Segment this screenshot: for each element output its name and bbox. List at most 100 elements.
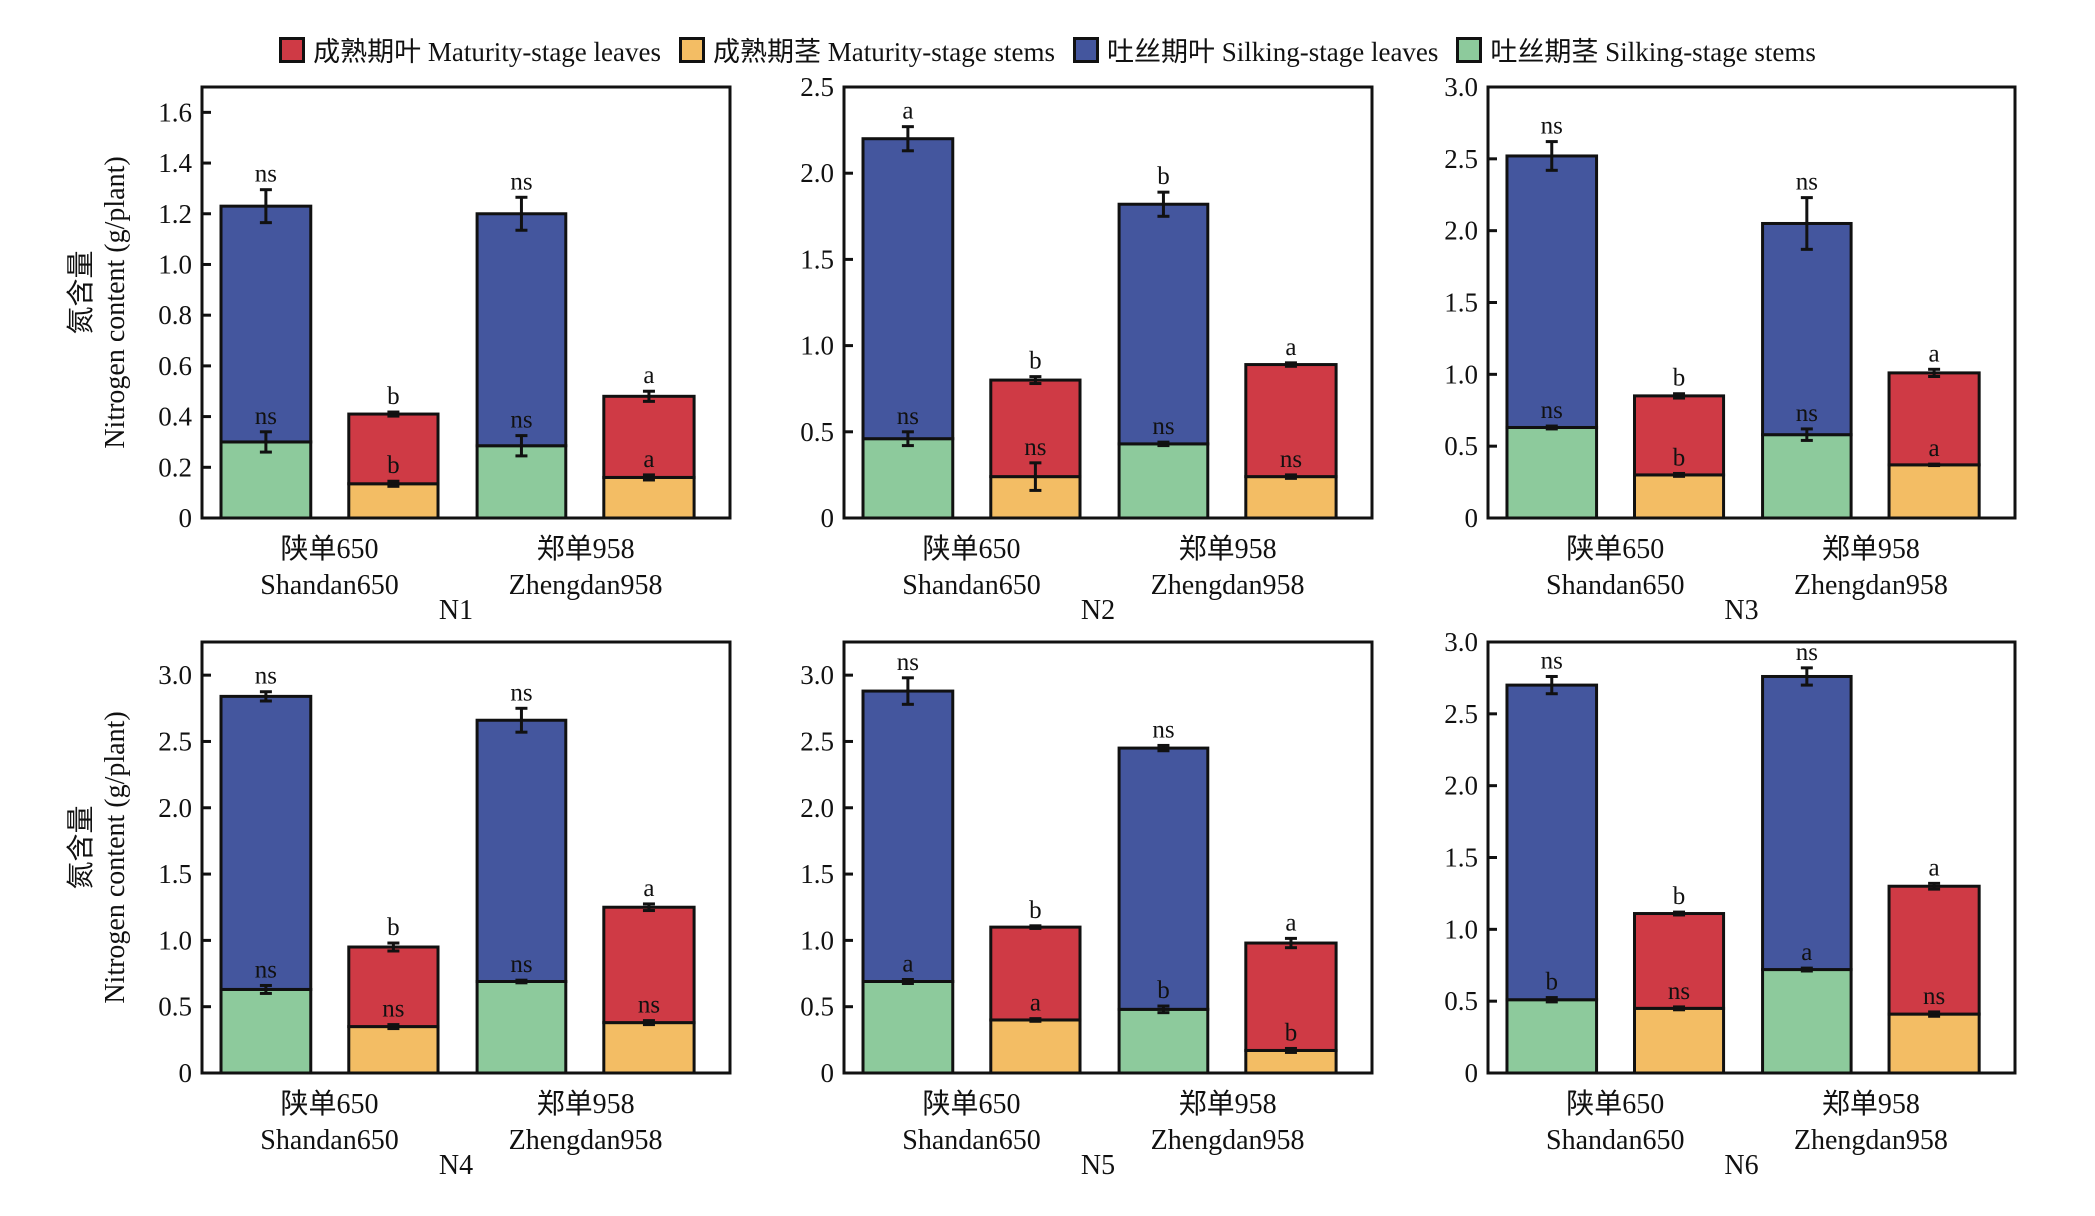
maturity-stems-bar — [1887, 463, 1981, 520]
maturity-stems-bar — [602, 1021, 696, 1075]
x-category-label-cn: 郑单958 — [537, 533, 635, 565]
legend-item-silking-leaves: 吐丝期叶 Silking-stage leaves — [1072, 30, 1439, 69]
silking-stems-bar — [475, 979, 568, 1075]
x-category-label-en: Zhengdan958 — [1151, 1125, 1305, 1156]
plot-frame — [200, 85, 732, 520]
maturity-leaves-bar — [1633, 394, 1726, 477]
significance-label: b — [387, 914, 400, 941]
significance-label: ns — [255, 956, 277, 983]
panel-title: N3 — [1724, 595, 1758, 626]
x-category-label-cn: 陕单650 — [1566, 533, 1664, 565]
y-tick-label: 0 — [821, 1058, 835, 1088]
maturity-leaves-bar — [989, 378, 1082, 479]
x-category-label-cn: 郑单958 — [1822, 1088, 1920, 1120]
y-tick-label: 2.5 — [1444, 699, 1478, 729]
significance-label: a — [902, 98, 913, 125]
panel-n1: ns ns b b ns ns a a 0 0.2 0.4 0.6 0.8 1.0 1.2 1.4 1.6 陕单6… — [65, 85, 732, 626]
maturity-stems-bar — [1633, 473, 1726, 520]
significance-label: ns — [1923, 983, 1945, 1010]
significance-label: b — [1673, 365, 1686, 392]
y-tick-label: 1.0 — [800, 331, 834, 361]
significance-label: ns — [510, 168, 532, 195]
significance-label: b — [387, 383, 400, 410]
maturity-stems-bar — [1244, 475, 1338, 520]
panel-n6: b ns ns b a ns ns a 0 0.5 1.0 1.5 2.0 2.5 3.0 陕单650 Shan… — [1444, 627, 2017, 1181]
legend-swatch — [1456, 36, 1483, 63]
y-tick-label: 1.4 — [158, 148, 192, 178]
y-tick-label: 0 — [179, 503, 193, 533]
y-tick-label: 2.0 — [1444, 771, 1478, 801]
y-tick-label: 0.4 — [158, 402, 192, 432]
significance-label: ns — [1024, 434, 1046, 461]
significance-label: b — [1673, 444, 1686, 471]
x-category-label-en: Shandan650 — [260, 1125, 398, 1156]
silking-leaves-bar — [861, 689, 955, 983]
silking-stems-bar — [861, 979, 955, 1075]
x-category-label-en: Shandan650 — [1546, 1125, 1684, 1156]
maturity-stems-bar — [989, 1018, 1082, 1075]
y-tick-label: 1.6 — [158, 97, 192, 127]
significance-label: ns — [638, 992, 660, 1019]
significance-label: b — [1157, 163, 1170, 190]
x-category-label-en: Zhengdan958 — [1794, 570, 1948, 601]
silking-stems-bar — [1117, 1007, 1210, 1075]
legend-item-maturity-stems: 成熟期茎 Maturity-stage stems — [679, 30, 1055, 69]
x-category-label-cn: 郑单958 — [537, 1088, 635, 1120]
panel-title: N5 — [1081, 1150, 1115, 1181]
y-tick-label: 0.6 — [158, 351, 192, 381]
silking-stems-bar — [1761, 968, 1853, 1075]
silking-stems-bar — [1505, 425, 1599, 520]
y-tick-label: 1.5 — [1444, 288, 1478, 318]
y-tick-label: 1.5 — [800, 859, 834, 889]
y-axis-label-cn: 氮含量 — [65, 805, 97, 889]
maturity-leaves-bar — [347, 412, 440, 486]
plot-frame — [842, 85, 1374, 520]
maturity-leaves-bar — [602, 394, 696, 479]
silking-stems-bar — [1117, 442, 1210, 520]
significance-label: ns — [510, 679, 532, 706]
maturity-stems-bar — [347, 482, 440, 520]
y-tick-label: 1.0 — [158, 249, 192, 279]
y-tick-label: 1.0 — [1444, 914, 1478, 944]
significance-label: a — [1929, 854, 1940, 881]
legend-swatch — [679, 36, 705, 63]
y-tick-label: 2.5 — [1444, 144, 1478, 174]
x-category-label-cn: 陕单650 — [281, 533, 379, 565]
significance-label: b — [1029, 897, 1042, 924]
y-tick-label: 3.0 — [800, 660, 834, 690]
x-category-label-en: Zhengdan958 — [509, 1125, 663, 1156]
significance-label: ns — [255, 161, 277, 188]
y-tick-label: 2.0 — [158, 793, 192, 823]
panel-title: N6 — [1724, 1150, 1758, 1181]
y-tick-label: 2.5 — [800, 72, 834, 102]
significance-label: ns — [1796, 400, 1818, 427]
significance-label: ns — [1541, 113, 1563, 140]
x-category-label-en: Zhengdan958 — [509, 570, 663, 601]
y-tick-label: 3.0 — [1444, 627, 1478, 657]
y-axis-label-cn: 氮含量 — [65, 250, 97, 334]
legend-swatch — [1072, 36, 1099, 63]
y-tick-label: 2.0 — [1444, 216, 1478, 246]
y-tick-label: 0.5 — [158, 992, 192, 1022]
x-category-label-cn: 陕单650 — [281, 1088, 379, 1120]
legend: 成熟期叶 Maturity-stage leaves 成熟期茎 Maturity… — [0, 30, 2095, 69]
y-axis-label: Nitrogen content (g/plant) — [100, 711, 131, 1003]
silking-leaves-bar — [219, 694, 313, 991]
y-tick-label: 3.0 — [158, 660, 192, 690]
silking-stems-bar — [1761, 433, 1853, 520]
y-tick-label: 0 — [821, 503, 835, 533]
significance-label: a — [643, 875, 654, 902]
x-category-label-en: Shandan650 — [902, 1125, 1040, 1156]
silking-leaves-bar — [475, 718, 568, 983]
x-category-label-en: Shandan650 — [1546, 570, 1684, 601]
y-tick-label: 3.0 — [1444, 72, 1478, 102]
legend-label: 吐丝期叶 Silking-stage leaves — [1106, 37, 1439, 67]
y-tick-label: 2.5 — [800, 726, 834, 756]
y-tick-label: 1.5 — [158, 859, 192, 889]
y-tick-label: 0.2 — [158, 452, 192, 482]
legend-label: 成熟期茎 Maturity-stage stems — [713, 37, 1055, 67]
maturity-stems-bar — [347, 1025, 440, 1075]
silking-stems-bar — [219, 987, 313, 1075]
plot-frame — [200, 640, 732, 1075]
